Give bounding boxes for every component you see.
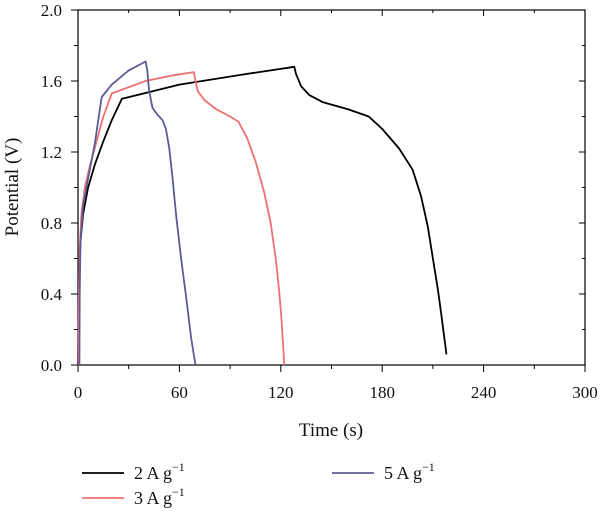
y-tick-label: 2.0 [41,1,62,20]
legend-label-3: 5 A g−1 [384,460,435,483]
legend-label-superscript: −1 [422,460,435,474]
x-tick-label: 240 [471,383,497,402]
legend-label-superscript: −1 [172,460,185,474]
legend: 2 A g−13 A g−1 5 A g−1 [82,460,435,508]
x-tick-label: 0 [74,383,83,402]
series-layer [77,60,448,366]
y-tick-label: 0.4 [41,285,63,304]
y-tick-label: 1.2 [41,143,62,162]
x-tick-label: 180 [369,383,395,402]
x-tick-label: 120 [268,383,294,402]
x-tick-label: 60 [171,383,188,402]
axis-ticks [71,9,586,372]
x-axis-title: Time (s) [299,420,363,441]
legend-label-1: 2 A g−1 [134,460,185,483]
y-tick-label: 0.8 [41,214,62,233]
series-line-1 [77,65,448,366]
y-axis-title: Potential (V) [2,138,23,237]
legend-label-superscript: −1 [172,485,185,499]
y-tick-label: 1.6 [41,72,62,91]
plot-frame [77,9,586,366]
series-line-3 [78,60,197,366]
legend-label-2: 3 A g−1 [134,485,185,508]
x-tick-label: 300 [572,383,598,402]
tick-labels: 0 60 120 180 240 300 0.0 0.4 0.8 1.2 1.6 2.0 [41,1,598,402]
y-tick-label: 0.0 [41,356,62,375]
series-line-2 [77,71,286,366]
